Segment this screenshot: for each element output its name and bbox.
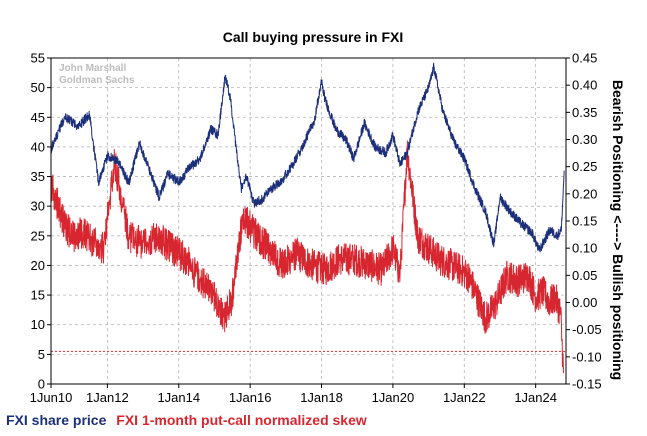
watermark-name: John Marshall: [59, 63, 126, 74]
right-tick-label: 0.15: [572, 214, 597, 229]
left-tick-label: 35: [31, 169, 45, 184]
skew-series: [50, 140, 564, 374]
plot-frame: [50, 57, 567, 385]
legend: FXI share price FXI 1-month put-call nor…: [6, 412, 367, 428]
x-tick-label: 1Jan22: [443, 390, 486, 405]
right-tick-label: 0.25: [572, 159, 597, 174]
left-axis: 0 5 10 15 20 25 30 35 40 45 50 55: [31, 51, 51, 392]
price-series: [50, 62, 565, 253]
right-tick-label: 0.40: [572, 78, 597, 93]
grid: [51, 58, 566, 384]
x-tick-label: 1Jan20: [372, 390, 415, 405]
right-tick-label: 0.00: [572, 295, 597, 310]
left-tick-label: 45: [31, 110, 45, 125]
series-line: [50, 140, 564, 374]
left-tick-label: 5: [38, 347, 45, 362]
right-tick-label: -0.15: [572, 377, 602, 392]
right-tick-label: -0.05: [572, 322, 602, 337]
right-tick-label: 0.30: [572, 132, 597, 147]
right-axis: -0.15 -0.10 -0.05 0.00 0.05 0.10 0.15 0.20 0.25 0…: [566, 51, 602, 392]
x-tick-label: 1Jan18: [300, 390, 343, 405]
watermark-company: Goldman Sachs: [59, 75, 135, 86]
right-tick-label: 0.05: [572, 268, 597, 283]
left-tick-label: 30: [31, 199, 45, 214]
x-axis: 1Jun10 1Jan12 1Jan14 1Jan16 1Jan18 1Jan20 1Jan…: [30, 384, 557, 405]
left-tick-label: 50: [31, 80, 45, 95]
right-tick-label: 0.35: [572, 105, 597, 120]
left-tick-label: 15: [31, 288, 45, 303]
x-tick-label: 1Jan16: [229, 390, 272, 405]
x-tick-label: 1Jan12: [86, 390, 129, 405]
x-tick-label: 1Jun10: [30, 390, 73, 405]
right-axis-label: Bearish Positioning <----> Bullish posit…: [610, 80, 626, 380]
x-tick-label: 1Jan24: [514, 390, 557, 405]
left-tick-label: 20: [31, 258, 45, 273]
chart-title: Call buying pressure in FXI: [223, 29, 403, 45]
right-tick-label: -0.10: [572, 349, 602, 364]
right-tick-label: 0.45: [572, 51, 597, 66]
left-tick-label: 40: [31, 139, 45, 154]
legend-price: FXI share price: [6, 412, 107, 428]
left-tick-label: 55: [31, 51, 45, 66]
x-tick-label: 1Jan14: [157, 390, 200, 405]
right-tick-label: 0.20: [572, 186, 597, 201]
left-tick-label: 0: [38, 377, 45, 392]
left-tick-label: 25: [31, 228, 45, 243]
left-tick-label: 10: [31, 317, 45, 332]
legend-skew: FXI 1-month put-call normalized skew: [116, 412, 367, 428]
series-line: [50, 62, 565, 253]
right-tick-label: 0.10: [572, 241, 597, 256]
